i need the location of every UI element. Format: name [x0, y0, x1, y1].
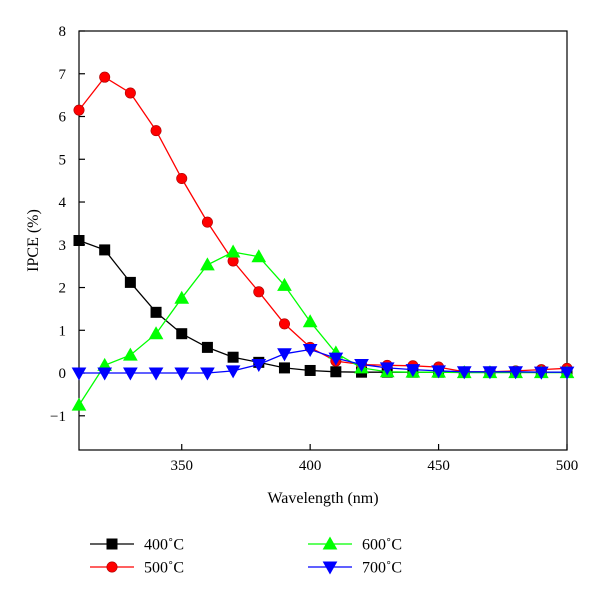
data-point — [559, 366, 575, 380]
y-tick-label: 2 — [59, 281, 67, 297]
data-point — [200, 257, 215, 271]
data-point — [251, 358, 267, 373]
series-1 — [73, 71, 573, 378]
data-point — [99, 71, 111, 83]
data-point — [148, 367, 164, 381]
x-tick-label: 350 — [170, 458, 193, 474]
x-tick-label: 400 — [299, 458, 322, 474]
y-tick-label: 1 — [59, 323, 67, 339]
series-0 — [73, 235, 573, 378]
plot-frame — [78, 30, 568, 451]
data-point — [277, 348, 292, 362]
data-point — [200, 367, 215, 381]
y-tick-label: 8 — [59, 24, 67, 40]
legend-label: 500˚C — [144, 560, 184, 577]
data-point — [73, 235, 85, 246]
series-3 — [71, 344, 575, 381]
x-axis: 350 400 450 500 — [170, 444, 578, 474]
legend: 400˚C 500˚C 600˚C 700˚C — [90, 536, 402, 577]
data-point — [251, 249, 267, 263]
data-point — [176, 173, 188, 185]
data-point — [150, 125, 162, 137]
legend-marker — [322, 536, 338, 550]
data-point — [148, 326, 164, 340]
plot-border — [78, 30, 568, 451]
legend-item: 700˚C — [308, 560, 402, 577]
legend-label: 400˚C — [144, 537, 184, 554]
y-tick-label: 3 — [59, 238, 67, 254]
data-point — [533, 366, 549, 380]
data-point — [354, 358, 369, 373]
data-point — [124, 87, 136, 99]
data-point — [278, 362, 290, 374]
data-point — [123, 347, 138, 361]
data-point — [99, 244, 111, 256]
series-2 — [71, 244, 575, 411]
legend-marker — [106, 538, 118, 550]
data-point — [150, 306, 162, 318]
x-axis-title: Wavelength (nm) — [267, 490, 378, 507]
data-point — [201, 341, 213, 353]
data-point — [73, 104, 85, 116]
series-line — [79, 348, 567, 374]
data-point — [405, 364, 421, 378]
legend-label: 700˚C — [362, 560, 402, 577]
data-point — [482, 366, 498, 380]
data-point — [328, 352, 344, 366]
y-tick-label: −1 — [50, 409, 66, 425]
data-point — [456, 366, 472, 380]
data-point — [431, 365, 446, 379]
data-point — [330, 366, 342, 378]
y-tick-label: 7 — [59, 67, 67, 83]
legend-item: 500˚C — [90, 560, 184, 577]
x-tick-label: 450 — [427, 458, 450, 474]
data-point — [71, 397, 87, 411]
data-point — [71, 367, 87, 381]
series-line — [78, 76, 568, 373]
data-point — [225, 244, 241, 258]
data-point — [302, 344, 318, 358]
data-point — [227, 351, 239, 363]
data-point — [304, 364, 316, 376]
y-tick-label: 5 — [59, 152, 67, 168]
legend-label: 600˚C — [362, 537, 402, 554]
y-tick-label: 0 — [59, 366, 67, 382]
data-point — [253, 286, 265, 298]
y-tick-label: 6 — [59, 110, 67, 126]
y-tick-label: 4 — [59, 195, 67, 211]
data-point — [124, 276, 136, 288]
legend-marker — [322, 561, 338, 575]
data-point — [176, 328, 188, 340]
legend-item: 400˚C — [90, 537, 184, 554]
legend-item: 600˚C — [308, 536, 402, 554]
data-point — [302, 314, 318, 328]
data-point — [508, 366, 523, 380]
series-line — [78, 239, 567, 373]
data-point — [174, 290, 190, 304]
y-axis-title: IPCE (%) — [25, 209, 42, 272]
data-point — [201, 216, 213, 228]
data-point — [277, 277, 292, 291]
y-axis: −1 0 1 2 3 4 5 6 7 8 — [50, 24, 85, 425]
x-tick-label: 500 — [556, 458, 579, 474]
data-point — [278, 318, 290, 330]
data-point — [97, 367, 113, 381]
legend-marker — [106, 561, 118, 573]
data-point — [379, 362, 395, 376]
data-point — [174, 367, 190, 381]
series-layer — [71, 71, 575, 411]
series-line — [78, 251, 567, 406]
data-point — [123, 367, 138, 381]
data-point — [225, 365, 241, 379]
